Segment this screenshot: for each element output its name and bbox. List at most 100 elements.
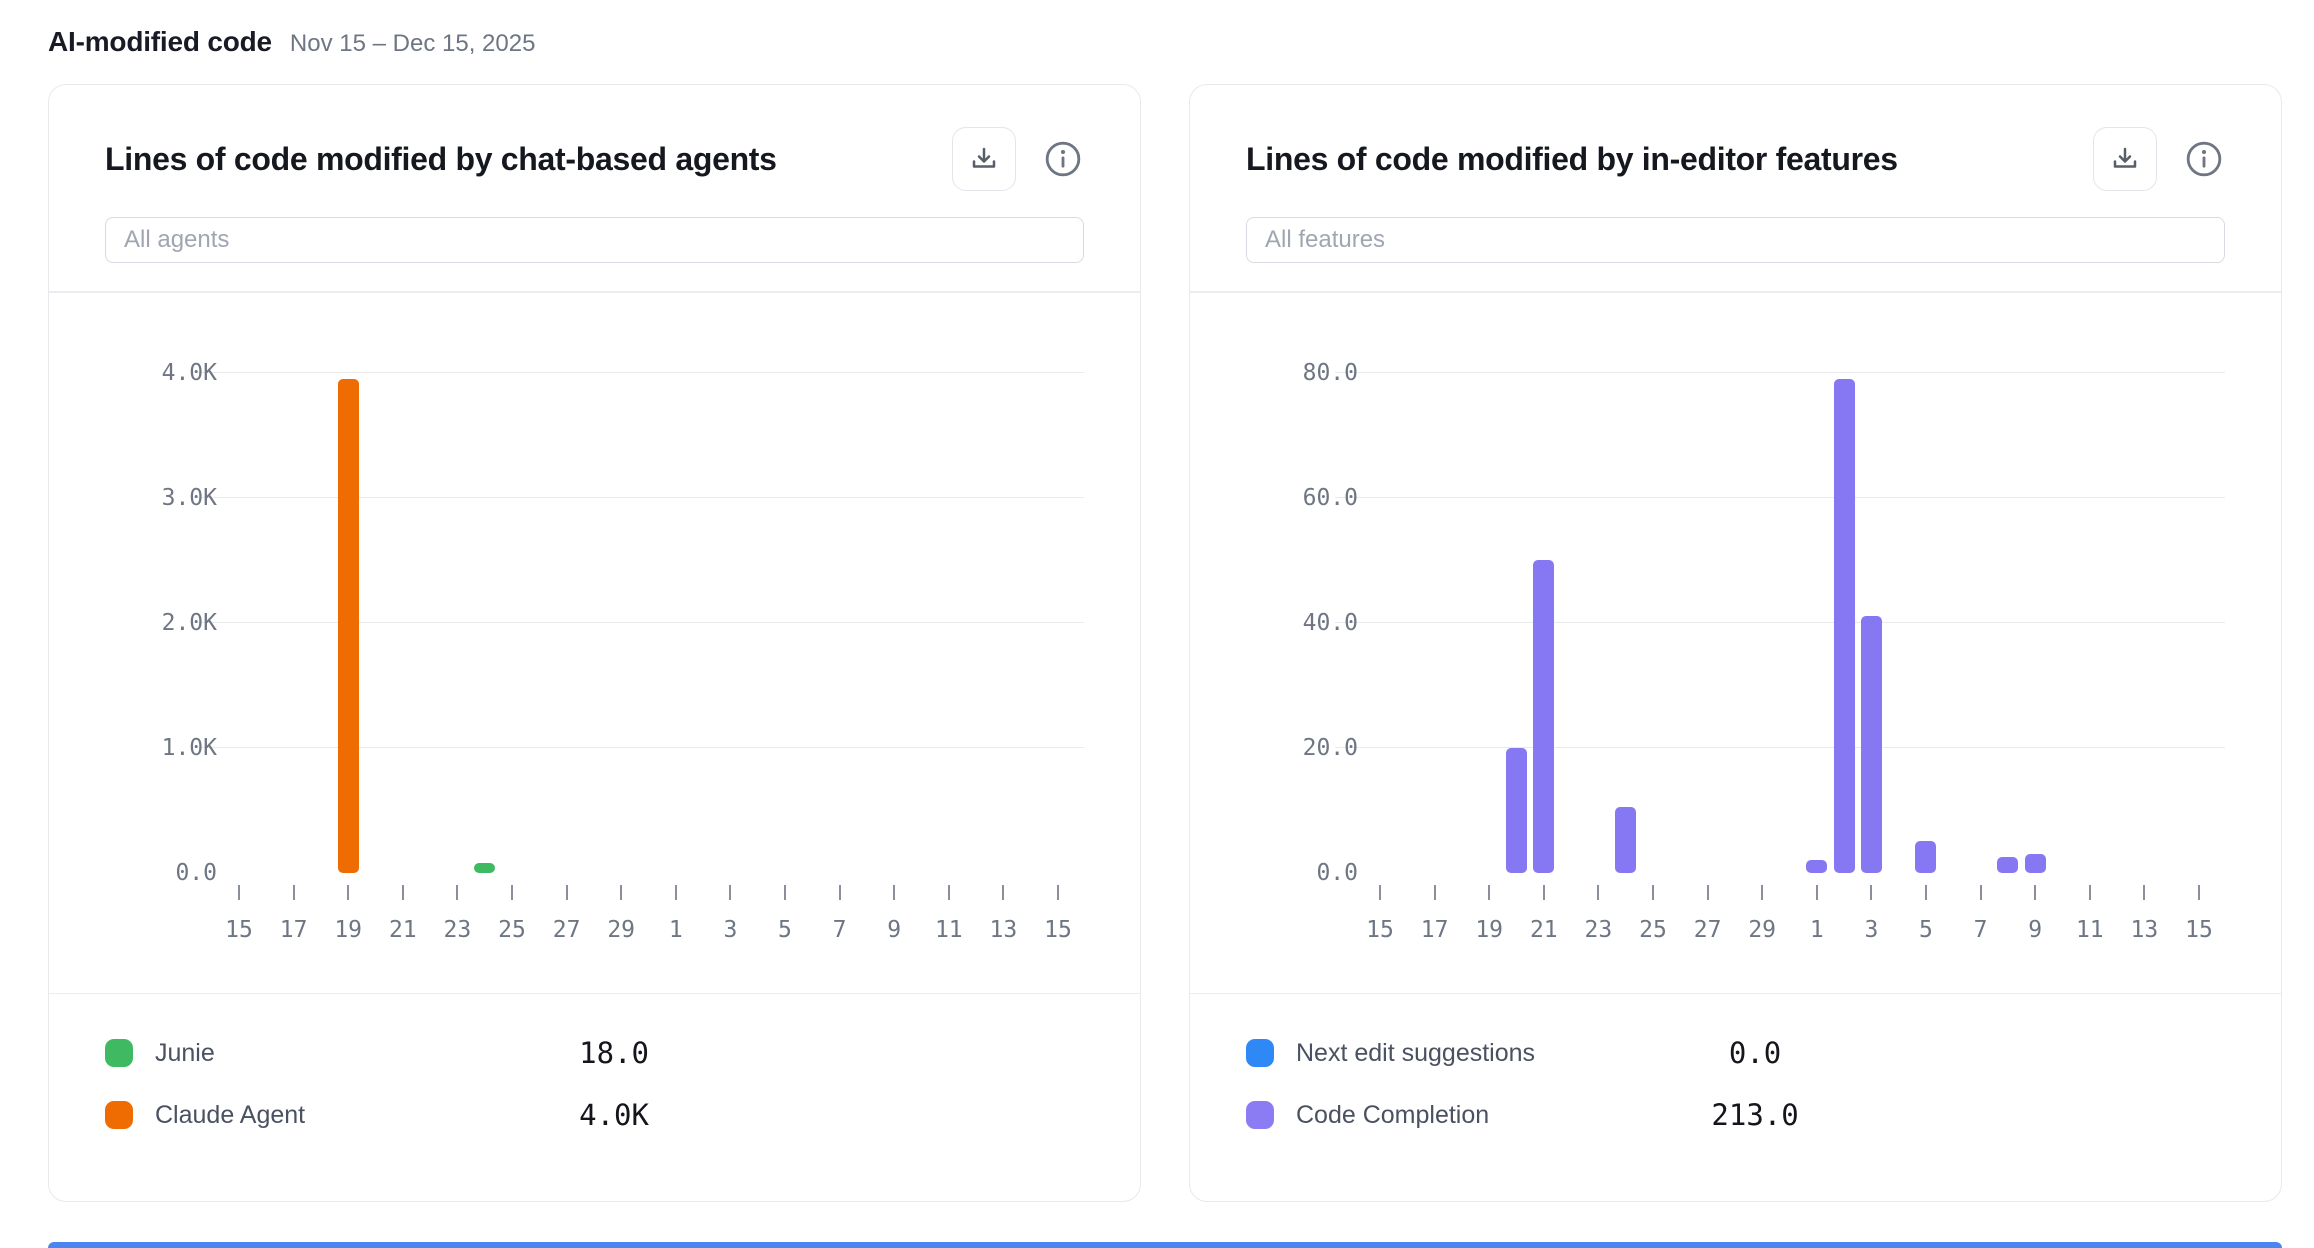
page-header: AI-modified code Nov 15 – Dec 15, 2025 (48, 26, 2314, 58)
y-axis-tick-label: 60.0 (1302, 484, 1358, 511)
divider (49, 291, 1140, 293)
x-axis-tick-label: 1 (1809, 916, 1824, 943)
x-axis-tick-label: 9 (887, 916, 902, 943)
info-icon[interactable] (1042, 138, 1084, 180)
x-axis-tick (1057, 884, 1059, 900)
x-axis-tick (1979, 884, 1982, 900)
y-axis-tick-label: 0.0 (175, 859, 217, 886)
legend-swatch (105, 1101, 133, 1129)
download-button[interactable] (952, 127, 1016, 191)
legend-value: 4.0K (579, 1098, 649, 1132)
gridline (1335, 746, 2225, 748)
legend-row[interactable]: Claude Agent 4.0K (105, 1098, 1084, 1132)
x-axis-tick-label: 1 (668, 916, 683, 943)
filter-row (49, 191, 1140, 263)
chart-card-chat-agents: Lines of code modified by chat-based age… (48, 84, 1141, 1202)
x-axis-tick-label: 23 (443, 916, 472, 943)
date-range-label: Nov 15 – Dec 15, 2025 (289, 30, 536, 57)
bar-code-completion[interactable] (1997, 856, 2019, 873)
bottom-panel-edge (48, 1242, 2282, 1248)
bar-code-completion[interactable] (1806, 860, 1828, 873)
bar-chart-chat-agents: 0.0 1.0K 2.0K 3.0K 4.0K 15 17 19 21 23 25 27 29 1 3 5 7 9… (49, 293, 1140, 993)
x-axis-tick-label: 13 (989, 916, 1018, 943)
bar-code-completion[interactable] (1615, 806, 1637, 873)
x-axis-tick-label: 17 (279, 916, 308, 943)
plot-area: 15 17 19 21 23 25 27 29 1 3 5 7 9 11 13 15 (225, 373, 1072, 943)
chart-card-in-editor: Lines of code modified by in-editor feat… (1189, 84, 2282, 1202)
x-axis-tick (1379, 884, 1381, 900)
x-axis-tick-label: 21 (388, 916, 417, 943)
download-button[interactable] (2093, 127, 2157, 191)
bar-code-completion[interactable] (1533, 560, 1555, 873)
legend-swatch (105, 1039, 133, 1067)
x-axis-tick-label: 3 (1864, 916, 1879, 943)
card-title: Lines of code modified by in-editor feat… (1246, 140, 1898, 177)
page-title: AI-modified code (48, 26, 272, 57)
x-axis-tick (947, 884, 950, 900)
download-icon (2110, 144, 2140, 174)
legend-label: Claude Agent (155, 1100, 306, 1129)
x-axis-tick (1870, 884, 1873, 900)
x-axis-tick (893, 884, 896, 900)
card-actions (952, 127, 1084, 191)
legend-row[interactable]: Code Completion 213.0 (1246, 1098, 2225, 1132)
gridline (194, 371, 1084, 373)
card-title: Lines of code modified by chat-based age… (105, 140, 777, 177)
x-axis-tick (1815, 884, 1818, 900)
x-axis-tick (1597, 884, 1600, 900)
features-filter-input[interactable] (1246, 217, 2225, 263)
x-axis-tick-label: 7 (1973, 916, 1988, 943)
x-axis-tick (2198, 884, 2200, 900)
x-axis-tick-label: 3 (723, 916, 738, 943)
x-axis-tick (838, 884, 841, 900)
x-axis-tick-label: 29 (1748, 916, 1777, 943)
x-axis-tick (1761, 884, 1764, 900)
bar-claude-agent[interactable] (337, 378, 359, 873)
legend-row[interactable]: Next edit suggestions 0.0 (1246, 1036, 2225, 1070)
x-axis-tick (2088, 884, 2091, 900)
x-axis-tick (1924, 884, 1927, 900)
bar-code-completion[interactable] (1505, 747, 1527, 873)
divider (1190, 291, 2281, 293)
x-axis-tick (674, 884, 677, 900)
x-axis-tick-label: 15 (1044, 916, 1072, 943)
bar-code-completion[interactable] (1860, 616, 1882, 873)
x-axis-tick (347, 884, 350, 900)
legend-value: 213.0 (1711, 1098, 1799, 1132)
bar-junie[interactable] (474, 862, 496, 873)
x-axis-tick (1706, 884, 1709, 900)
agents-filter-input[interactable] (105, 217, 1084, 263)
x-axis-tick-label: 19 (334, 916, 363, 943)
chart-legend: Junie 18.0 Claude Agent 4.0K (49, 994, 1140, 1132)
plot-area: 15 17 19 21 23 25 27 29 1 3 5 7 9 11 13 15 (1366, 373, 2213, 943)
x-axis-tick-label: 5 (1919, 916, 1933, 943)
card-header: Lines of code modified by in-editor feat… (1190, 85, 2281, 191)
x-axis-tick-label: 15 (1366, 916, 1394, 943)
x-axis-tick-label: 23 (1584, 916, 1613, 943)
info-icon[interactable] (2183, 138, 2225, 180)
bar-code-completion[interactable] (1915, 841, 1937, 873)
y-axis-tick-label: 0.0 (1316, 859, 1358, 886)
x-axis-tick (565, 884, 568, 900)
bar-code-completion[interactable] (1833, 378, 1855, 873)
bar-code-completion[interactable] (2024, 853, 2046, 873)
gridline (194, 746, 1084, 748)
filter-row (1190, 191, 2281, 263)
x-axis-tick-label: 27 (1693, 916, 1722, 943)
y-axis-tick-label: 1.0K (161, 734, 217, 761)
x-axis-tick-label: 15 (225, 916, 253, 943)
x-axis-tick (1488, 884, 1491, 900)
x-axis-tick (783, 884, 786, 900)
x-axis-tick (2034, 884, 2037, 900)
x-axis-tick-label: 9 (2028, 916, 2043, 943)
download-icon (969, 144, 999, 174)
x-axis-tick-label: 11 (934, 916, 963, 943)
cards-row: Lines of code modified by chat-based age… (0, 84, 2314, 1202)
gridline (1335, 621, 2225, 623)
gridline (194, 496, 1084, 498)
legend-row[interactable]: Junie 18.0 (105, 1036, 1084, 1070)
divider (49, 992, 1140, 994)
y-axis-tick-label: 4.0K (161, 359, 217, 386)
y-axis-tick-label: 40.0 (1302, 609, 1358, 636)
x-axis-tick (510, 884, 513, 900)
